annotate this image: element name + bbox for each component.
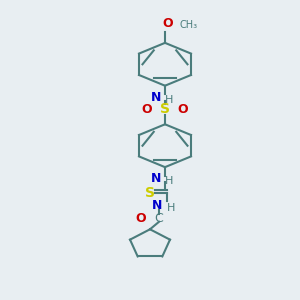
Text: N: N: [151, 172, 161, 185]
Text: O: O: [163, 17, 173, 30]
Text: H: H: [165, 94, 174, 105]
Text: N: N: [152, 199, 163, 212]
Text: H: H: [165, 176, 174, 186]
Text: C: C: [154, 212, 164, 225]
Text: S: S: [145, 186, 155, 200]
Text: N: N: [151, 91, 161, 104]
Text: O: O: [178, 103, 188, 116]
Text: O: O: [136, 212, 146, 225]
Text: H: H: [167, 203, 175, 213]
Text: O: O: [142, 103, 152, 116]
Text: CH₃: CH₃: [180, 20, 198, 30]
Text: S: S: [160, 102, 170, 116]
